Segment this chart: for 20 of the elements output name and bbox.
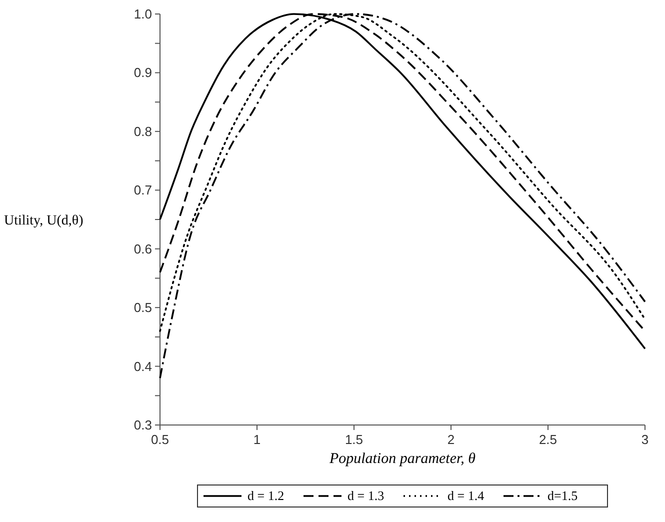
y-tick-label: 0.9: [134, 65, 152, 80]
legend-label: d=1.5: [548, 488, 578, 503]
x-axis-title: Population parameter, θ: [328, 451, 476, 467]
x-tick-label: 1: [253, 432, 261, 447]
legend-label: d = 1.4: [448, 488, 485, 503]
legend-label: d = 1.2: [248, 488, 284, 503]
x-tick-label: 0.5: [150, 432, 170, 447]
y-tick-label: 0.6: [134, 241, 152, 256]
y-tick-label: 0.5: [134, 300, 152, 316]
x-tick-label: 1.5: [344, 432, 364, 447]
x-tick-label: 2.5: [538, 432, 558, 447]
legend-label: d = 1.3: [348, 488, 384, 503]
y-tick-label: 1.0: [134, 6, 152, 22]
x-tick-label: 3: [641, 432, 649, 447]
y-tick-label: 0.7: [134, 182, 152, 198]
y-tick-label: 0.4: [134, 358, 152, 374]
y-axis-title: Utility, U(d,θ): [4, 214, 84, 228]
x-tick-label: 2: [447, 432, 455, 447]
y-tick-label: 0.3: [134, 418, 152, 432]
y-tick-label: 0.8: [134, 124, 152, 139]
